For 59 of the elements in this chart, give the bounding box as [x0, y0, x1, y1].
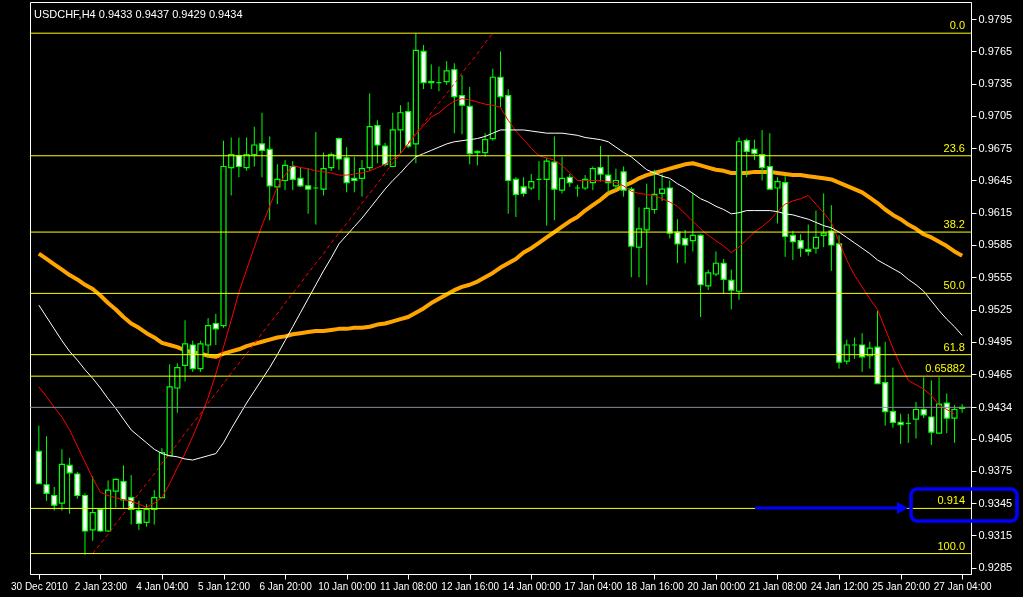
x-tick-label: 25 Jan 20:00 — [872, 580, 931, 592]
x-tick-label: 30 Dec 2010 — [10, 580, 69, 592]
x-tick-label: 6 Jan 20:00 — [259, 580, 313, 592]
candlestick — [859, 332, 866, 373]
x-tick-label: 4 Jan 04:00 — [136, 580, 190, 592]
candlestick — [728, 269, 735, 310]
y-tick-label: 0.9645 — [978, 173, 1013, 186]
x-tick-label: 24 Jan 12:00 — [810, 580, 869, 592]
annotation: 61.8 — [943, 340, 965, 353]
x-tick-label: 11 Jan 08:00 — [380, 580, 438, 592]
x-tick-label: 12 Jan 16:00 — [441, 580, 500, 592]
candlestick — [51, 486, 58, 512]
y-tick-label: 0.9615 — [978, 206, 1013, 219]
y-tick-label: 0.9434 — [978, 400, 1013, 413]
y-tick-label: 0.9405 — [978, 432, 1013, 445]
candlestick — [43, 435, 50, 502]
y-tick-label: 0.9345 — [978, 496, 1013, 509]
text: USDCHF,H4 0.9433 0.9437 0.9429 0.9434 — [34, 8, 243, 20]
candlestick — [635, 206, 643, 278]
y-tick-label: 0.9285 — [978, 561, 1013, 574]
annotation: 23.6 — [943, 141, 965, 154]
candlestick — [912, 401, 920, 440]
x-tick-label: 2 Jan 23:00 — [74, 580, 128, 592]
x-tick-label: 17 Jan 04:00 — [564, 580, 623, 592]
candlestick — [658, 173, 666, 202]
annotation: 0.65882 — [925, 362, 965, 375]
annotation: 0.914 — [937, 494, 965, 507]
candlestick — [258, 112, 266, 178]
candlestick — [759, 129, 766, 181]
y-tick-label: 0.9735 — [978, 77, 1013, 90]
y-tick-label: 0.9585 — [978, 238, 1013, 251]
y-tick-label: 0.9705 — [978, 109, 1013, 122]
candlestick — [843, 339, 850, 365]
x-tick-label: 18 Jan 16:00 — [625, 580, 685, 592]
annotation: 50.0 — [943, 279, 965, 292]
candlestick — [181, 319, 189, 383]
candlestick — [805, 224, 812, 257]
y-tick-label: 0.9315 — [978, 528, 1013, 541]
x-tick-label: 14 Jan 00:00 — [502, 580, 562, 592]
annotation: 100.0 — [937, 539, 965, 552]
x-tick-label: 10 Jan 00:00 — [318, 580, 377, 592]
y-tick-label: 0.9465 — [978, 367, 1013, 380]
candlestick — [320, 152, 327, 197]
annotation: 0.0 — [949, 19, 965, 32]
y-tick-label: 0.9495 — [978, 335, 1013, 348]
x-tick-label: 21 Jan 08:00 — [749, 580, 808, 592]
annotation: 38.2 — [943, 218, 965, 231]
x-tick-label: 5 Jan 12:00 — [197, 580, 251, 592]
y-tick-label: 0.9375 — [978, 464, 1013, 477]
candlestick — [920, 376, 927, 419]
candlestick — [812, 210, 820, 255]
candlestick — [328, 152, 335, 172]
y-tick-label: 0.9795 — [978, 12, 1013, 25]
x-tick-label: 20 Jan 00:00 — [687, 580, 746, 592]
y-tick-label: 0.9675 — [978, 141, 1013, 154]
y-tick-label: 0.9765 — [978, 44, 1013, 57]
x-tick-label: 27 Jan 04:00 — [933, 580, 992, 592]
y-tick-label: 0.9525 — [978, 303, 1013, 315]
y-tick-label: 0.9555 — [978, 270, 1013, 283]
